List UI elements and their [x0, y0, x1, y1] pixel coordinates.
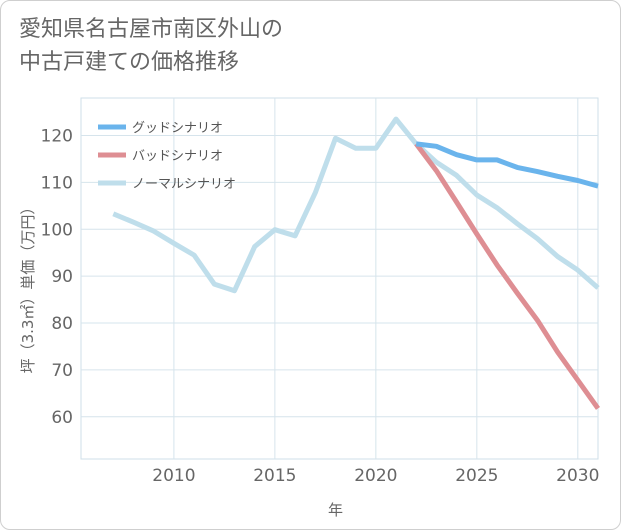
series-line-1 [414, 142, 601, 410]
series-line-2 [112, 116, 600, 294]
y-tick-label: 120 [41, 127, 73, 147]
x-tick-label: 2015 [253, 466, 296, 486]
plot-frame [80, 97, 599, 460]
legend-label-1: バッドシナリオ [132, 149, 223, 164]
legend-label-0: グッドシナリオ [132, 121, 223, 136]
series-line-0 [415, 141, 599, 189]
legend-label-2: ノーマルシナリオ [132, 177, 236, 192]
chart-title: 愛知県名古屋市南区外山の 中古戸建ての価格推移 [19, 13, 283, 79]
y-tick-label: 70 [51, 361, 73, 381]
x-axis-label: 年 [328, 501, 343, 519]
chart-title-line2: 中古戸建ての価格推移 [19, 50, 240, 75]
y-tick-label: 100 [41, 220, 73, 240]
x-tick-label: 2030 [556, 466, 599, 486]
chart-title-line1: 愛知県名古屋市南区外山の [19, 17, 284, 42]
y-tick-label: 80 [51, 314, 73, 334]
y-tick-label: 60 [51, 408, 73, 428]
y-tick-label: 90 [51, 267, 73, 287]
series-lines [112, 116, 601, 410]
y-axis-label: 坪（3.3㎡）単価（万円） [19, 200, 37, 374]
axes: 60 70 80 90 100 110 120 2010 2015 2020 2025 2030 年 坪（… [19, 127, 599, 519]
y-tick-label: 110 [41, 173, 73, 193]
x-tick-label: 2010 [152, 466, 195, 486]
x-tick-label: 2025 [455, 466, 498, 486]
x-tick-label: 2020 [354, 466, 397, 486]
